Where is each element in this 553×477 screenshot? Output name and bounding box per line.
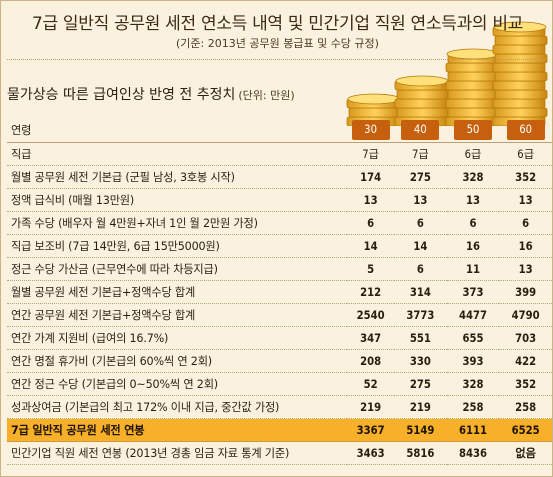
cell-60: 422 [499,349,552,373]
cell-30: 208 [347,349,394,373]
cell-50: 6 [446,211,500,235]
row-label: 연간 정근 수당 (기본급의 0~50%씩 연 2회) [7,372,348,396]
row-label: 민간기업 직원 세전 연봉 (2013년 경총 임금 자료 통계 기준) [7,441,348,465]
table-row: 월별 공무원 세전 기본급 (군필 남성, 3호봉 시작) 174 275 32… [7,165,552,189]
age-badge-30: 30 [347,118,394,143]
cell-30: 347 [347,326,394,350]
cell-60: 16 [499,234,552,258]
cell-30: 14 [347,234,394,258]
table-row: 연간 정근 수당 (기본급의 0~50%씩 연 2회) 52 275 328 3… [7,372,552,396]
cell-50: 655 [446,326,500,350]
cell-50: 8436 [446,441,500,465]
cell-60: 없음 [499,441,552,465]
row-label: 정근 수당 가산금 (근무연수에 따라 차등지급) [7,257,348,281]
table-row: 가족 수당 (배우자 월 4만원+자녀 1인 월 2만원 가정) 6 6 6 6 [7,211,552,235]
cell-30: 7급 [347,142,394,166]
salary-table: 연령 30 40 50 60 직급 7급 7급 6급 6급 월별 공무원 세전 … [7,118,552,465]
cell-60: 6525 [499,418,552,442]
row-label: 월별 공무원 세전 기본급 (군필 남성, 3호봉 시작) [7,165,348,189]
table-row: 연간 명절 휴가비 (기본급의 60%씩 연 2회) 208 330 393 4… [7,349,552,373]
cell-50: 13 [446,188,500,212]
cell-30: 174 [347,165,394,189]
table-row: 성과상여금 (기본급의 최고 172% 이내 지급, 중간값 가정) 219 2… [7,395,552,419]
age-badge-50: 50 [446,118,500,143]
row-label: 직급 보조비 (7급 14만원, 6급 15만5000원) [7,234,348,258]
row-label: 성과상여금 (기본급의 최고 172% 이내 지급, 중간값 가정) [7,395,348,419]
cell-30: 3463 [347,441,394,465]
table-row: 정근 수당 가산금 (근무연수에 따라 차등지급) 5 6 11 13 [7,257,552,281]
table-row-private-salary: 민간기업 직원 세전 연봉 (2013년 경총 임금 자료 통계 기준) 346… [7,441,552,465]
cell-30: 2540 [347,303,394,327]
cell-30: 52 [347,372,394,396]
cell-40: 330 [394,349,447,373]
cell-40: 314 [394,280,447,304]
cell-50: 258 [446,395,500,419]
cell-50: 6급 [446,142,500,166]
cell-60: 352 [499,372,552,396]
row-label: 연간 공무원 세전 기본급+정액수당 합계 [7,303,348,327]
table-row: 직급 7급 7급 6급 6급 [7,142,552,166]
row-label: 7급 일반직 공무원 세전 연봉 [7,418,348,442]
cell-50: 4477 [446,303,500,327]
cell-60: 4790 [499,303,552,327]
row-label: 연간 명절 휴가비 (기본급의 60%씩 연 2회) [7,349,348,373]
cell-60: 13 [499,257,552,281]
unit-label: (단위: 만원) [238,89,295,102]
cell-40: 5149 [394,418,447,442]
table-row: 직급 보조비 (7급 14만원, 6급 15만5000원) 14 14 16 1… [7,234,552,258]
page-subtitle: (기준: 2013년 공무원 봉급표 및 수당 규정) [176,37,379,50]
age-badge-60: 60 [499,118,552,143]
section-heading: 물가상승 따른 급여인상 반영 전 추정치 (단위: 만원) [7,84,295,104]
coin-stack-icon [445,48,501,126]
cell-40: 7급 [394,142,447,166]
cell-40: 6 [394,211,447,235]
cell-30: 219 [347,395,394,419]
column-header-age: 연령 [7,118,348,143]
cell-40: 14 [394,234,447,258]
cell-50: 393 [446,349,500,373]
cell-50: 328 [446,372,500,396]
highlight-row-civil-servant-salary: 7급 일반직 공무원 세전 연봉 3367 5149 6111 6525 [7,418,552,442]
cell-30: 3367 [347,418,394,442]
row-label: 가족 수당 (배우자 월 4만원+자녀 1인 월 2만원 가정) [7,211,348,235]
cell-50: 16 [446,234,500,258]
section-title: 물가상승 따른 급여인상 반영 전 추정치 [7,87,236,103]
table-row: 월별 공무원 세전 기본급+정액수당 합계 212 314 373 399 [7,280,552,304]
cell-30: 13 [347,188,394,212]
table-row: 연간 가계 지원비 (급여의 16.7%) 347 551 655 703 [7,326,552,350]
cell-60: 6급 [499,142,552,166]
cell-50: 11 [446,257,500,281]
cell-60: 6 [499,211,552,235]
title-divider [7,59,546,60]
cell-60: 399 [499,280,552,304]
cell-40: 275 [394,372,447,396]
cell-50: 373 [446,280,500,304]
cell-60: 258 [499,395,552,419]
cell-50: 6111 [446,418,500,442]
cell-50: 328 [446,165,500,189]
cell-40: 275 [394,165,447,189]
row-label: 정액 급식비 (매월 13만원) [7,188,348,212]
table-row: 정액 급식비 (매월 13만원) 13 13 13 13 [7,188,552,212]
row-label: 연간 가계 지원비 (급여의 16.7%) [7,326,348,350]
cell-30: 6 [347,211,394,235]
cell-40: 3773 [394,303,447,327]
cell-40: 5816 [394,441,447,465]
cell-40: 551 [394,326,447,350]
table-row: 연간 공무원 세전 기본급+정액수당 합계 2540 3773 4477 479… [7,303,552,327]
cell-40: 6 [394,257,447,281]
cell-60: 352 [499,165,552,189]
row-label: 월별 공무원 세전 기본급+정액수당 합계 [7,280,348,304]
cell-40: 219 [394,395,447,419]
age-badge-40: 40 [394,118,447,143]
table-header-row: 연령 30 40 50 60 [7,118,552,143]
cell-60: 703 [499,326,552,350]
cell-60: 13 [499,188,552,212]
row-label: 직급 [7,142,348,166]
cell-30: 212 [347,280,394,304]
cell-30: 5 [347,257,394,281]
page-title: 7급 일반직 공무원 세전 연소득 내역 및 민간기업 직원 연소득과의 비교 [31,14,524,34]
cell-40: 13 [394,188,447,212]
